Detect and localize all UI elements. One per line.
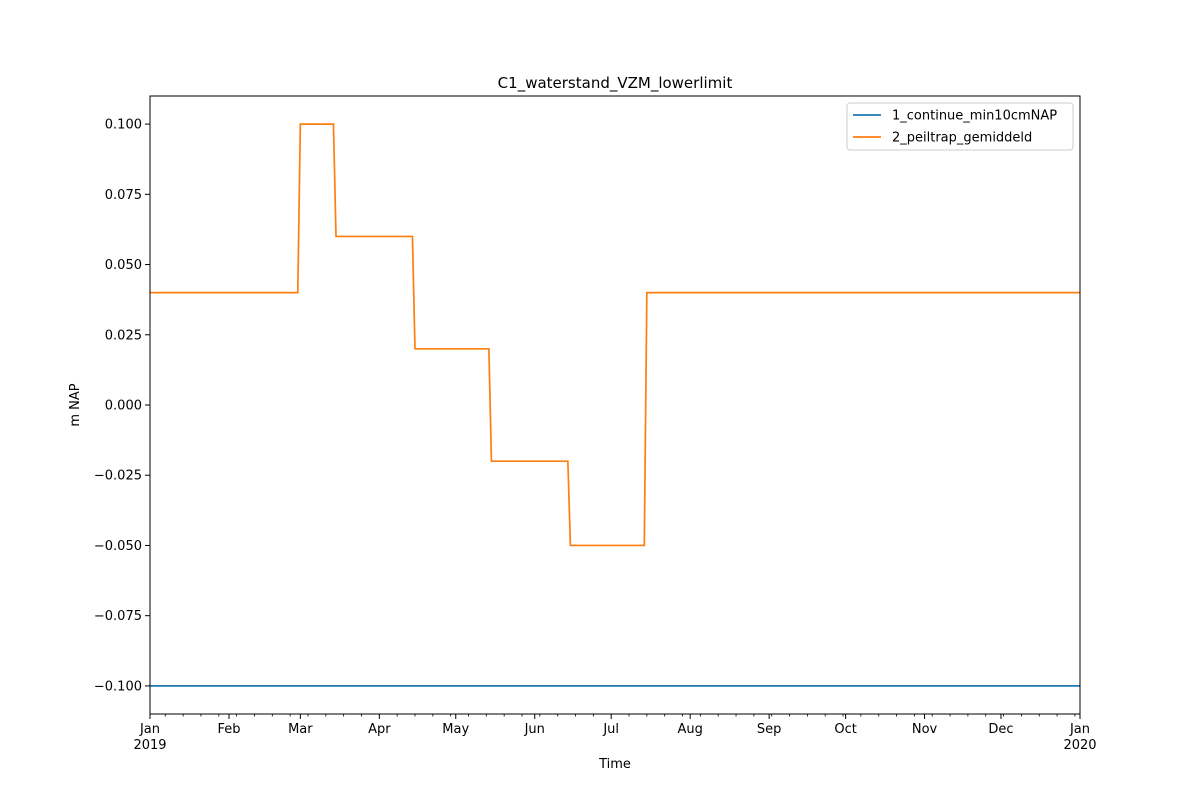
x-tick-label: Mar	[288, 722, 313, 737]
series-line-2	[150, 123, 1080, 547]
legend-box	[846, 102, 1074, 151]
legend-label: 1_continue_min10cmNAP	[892, 109, 1057, 124]
y-tick-label: 0.050	[105, 258, 142, 273]
x-tick-sublabel: 2020	[1063, 738, 1096, 753]
y-tick-label: 0.100	[105, 118, 142, 133]
x-tick-label: Sep	[757, 722, 782, 737]
y-tick-label: −0.025	[94, 469, 142, 484]
x-tick-label: Jun	[524, 722, 545, 737]
y-axis: −0.100 −0.075 −0.050 −0.025 0.000 0.025 0.050 0…	[94, 118, 150, 694]
series-layer	[150, 123, 1080, 687]
x-tick-label: Oct	[834, 722, 856, 737]
y-tick-label: 0.025	[105, 328, 142, 343]
x-tick-label: Jan	[1069, 722, 1090, 737]
legend: 1_continue_min10cmNAP 2_peiltrap_gemiddel…	[846, 102, 1074, 151]
y-tick-label: −0.100	[94, 679, 142, 694]
y-tick-label: 0.075	[105, 188, 142, 203]
y-tick-label: −0.050	[94, 539, 142, 554]
x-tick-label: Jul	[602, 722, 619, 737]
x-tick-label: Dec	[988, 722, 1013, 737]
x-tick-sublabel: 2019	[133, 738, 166, 753]
legend-label: 2_peiltrap_gemiddeld	[892, 131, 1032, 146]
x-axis-title: Time	[598, 757, 631, 772]
x-tick-label: May	[442, 722, 469, 737]
chart-title: C1_waterstand_VZM_lowerlimit	[498, 74, 733, 93]
x-tick-label: Nov	[912, 722, 938, 737]
x-tick-label: Apr	[368, 722, 391, 737]
y-tick-label: −0.075	[94, 609, 142, 624]
x-tick-label: Jan	[139, 722, 160, 737]
x-tick-label: Feb	[217, 722, 240, 737]
y-axis-title: m NAP	[68, 383, 83, 426]
x-tick-label: Aug	[677, 722, 702, 737]
y-tick-label: 0.000	[105, 399, 142, 414]
